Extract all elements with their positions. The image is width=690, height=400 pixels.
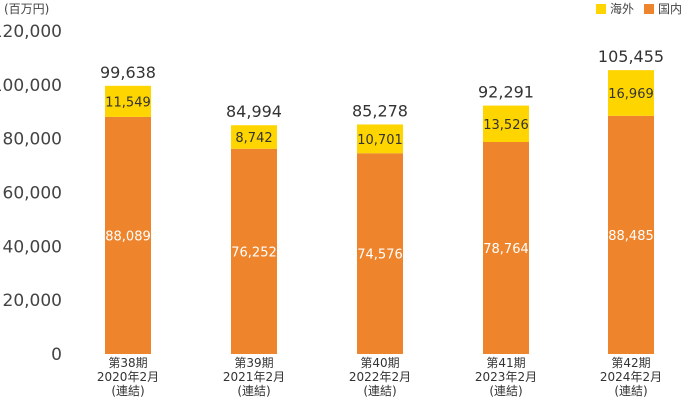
bar-overseas — [357, 124, 403, 154]
x-category-label: 第39期 — [234, 356, 273, 370]
legend-item-domestic: 国内 — [643, 0, 682, 17]
bar-domestic — [357, 153, 403, 354]
x-category-label: (連結) — [363, 384, 396, 398]
bar-total-label: 99,638 — [100, 63, 156, 82]
bar-total-label: 85,278 — [352, 101, 408, 120]
x-category-label: (連結) — [237, 384, 270, 398]
x-category-label: 2020年2月 — [97, 370, 159, 384]
bar-domestic — [231, 148, 277, 354]
bar-domestic — [608, 115, 654, 354]
bar-total-label: 92,291 — [478, 83, 534, 102]
bar-label-overseas: 16,969 — [608, 87, 654, 102]
y-tick-label: 80,000 — [3, 130, 62, 150]
bar-label-overseas: 8,742 — [235, 131, 272, 146]
x-category-label: 第38期 — [108, 356, 147, 370]
bar-label-domestic: 78,764 — [483, 242, 529, 257]
bar-label-domestic: 74,576 — [357, 248, 403, 263]
bar-label-overseas: 13,526 — [483, 118, 529, 133]
legend-swatch-overseas — [595, 3, 606, 14]
y-tick-label: 60,000 — [3, 184, 62, 204]
x-category-label: 第41期 — [486, 356, 525, 370]
y-tick-label: 100,000 — [0, 76, 62, 96]
x-category-label: 2021年2月 — [223, 370, 285, 384]
bar-overseas — [608, 70, 654, 116]
unit-label: (百万円) — [4, 2, 50, 16]
x-category-label: (連結) — [489, 384, 522, 398]
bar-overseas — [105, 85, 151, 117]
x-category-label: (連結) — [614, 384, 647, 398]
legend: 海外 国内 — [595, 0, 682, 17]
x-category-label: (連結) — [111, 384, 144, 398]
y-tick-label: 20,000 — [3, 291, 62, 311]
bar-domestic — [105, 116, 151, 355]
legend-swatch-domestic — [643, 3, 654, 14]
bar-label-domestic: 76,252 — [231, 245, 277, 260]
bar-domestic — [483, 141, 529, 354]
bar-overseas — [231, 125, 277, 149]
bar-label-overseas: 11,549 — [105, 95, 151, 110]
x-category-label: 2024年2月 — [600, 370, 662, 384]
legend-label-overseas: 海外 — [609, 2, 634, 16]
bar-overseas — [483, 105, 529, 142]
bar-label-domestic: 88,485 — [608, 229, 654, 244]
bar-label-domestic: 88,089 — [105, 229, 151, 244]
x-category-label: 2022年2月 — [349, 370, 411, 384]
legend-label-domestic: 国内 — [657, 2, 682, 16]
x-category-label: 第40期 — [360, 356, 399, 370]
bar-total-label: 105,455 — [598, 47, 664, 66]
y-tick-label: 40,000 — [3, 237, 62, 257]
x-category-label: 第42期 — [611, 356, 650, 370]
legend-item-overseas: 海外 — [595, 0, 634, 17]
y-tick-label: 0 — [51, 345, 62, 365]
y-tick-label: 120,000 — [0, 22, 62, 42]
x-category-label: 2023年2月 — [475, 370, 537, 384]
bar-total-label: 84,994 — [226, 102, 282, 121]
bar-label-overseas: 10,701 — [357, 133, 403, 148]
